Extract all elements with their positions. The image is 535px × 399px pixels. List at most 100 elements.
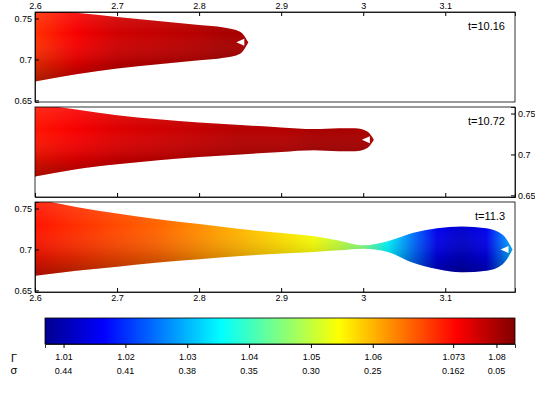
filament-shading	[35, 12, 248, 82]
x-tick-label: 2.7	[111, 1, 124, 11]
colorbar-tick-mark	[249, 344, 250, 348]
x-tick	[199, 193, 200, 197]
x-tick-mark	[117, 12, 118, 16]
x-axis-line	[36, 13, 516, 17]
sigma-tick-label: 0.44	[55, 366, 73, 376]
frame	[35, 202, 515, 292]
colorbar-bar	[45, 318, 515, 344]
y-tick-mark	[35, 249, 39, 250]
colorbar-tick-mark	[187, 344, 188, 348]
tip-marker	[236, 39, 244, 46]
y-tick-mark	[35, 290, 39, 291]
x-tick-mark	[445, 288, 446, 292]
colorbar-tick-mark	[64, 344, 65, 348]
x-tick	[117, 193, 118, 197]
tip-marker	[362, 136, 370, 143]
colorbar-tick: 1.01	[55, 344, 73, 362]
x-axis	[36, 193, 516, 198]
x-tick	[35, 193, 36, 197]
x-tick: 2.8	[193, 288, 206, 303]
colorbar-tick: 1.05	[303, 344, 321, 362]
frame	[35, 107, 515, 197]
sigma-tick-label: 0.30	[302, 366, 320, 376]
sigma-tick-label: 0.162	[442, 366, 465, 376]
y-tick-mark	[35, 19, 39, 20]
sigma-label: σ	[11, 364, 18, 376]
sigma-tick-label: 0.38	[178, 366, 196, 376]
colorbar-tick: 1.02	[117, 344, 135, 362]
y-tick-label: 0.65	[14, 96, 32, 106]
sigma-tick-label: 0.05	[488, 366, 506, 376]
x-tick-label: 2.8	[193, 293, 206, 303]
colorbar-tick-mark	[496, 344, 497, 348]
x-axis-line	[36, 193, 516, 198]
x-tick-mark	[281, 288, 282, 292]
x-tick-label: 2.9	[275, 1, 288, 11]
colorbar-tick-mark	[453, 344, 454, 348]
y-axis: 0.650.70.75	[14, 203, 39, 296]
sigma-tick-label: 0.35	[240, 366, 258, 376]
y-tick-label: 0.7	[19, 55, 32, 65]
x-tick-label: 2.7	[111, 293, 124, 303]
panel-title: t=10.16	[468, 20, 505, 32]
x-axis: 2.62.72.82.933.1	[29, 288, 515, 303]
x-tick	[445, 193, 446, 197]
y-tick-mark	[511, 114, 515, 115]
colorbar-tick-label: 1.01	[55, 352, 73, 362]
x-tick-mark	[199, 288, 200, 292]
colorbar-label: Γ	[11, 352, 17, 364]
y-tick-label: 0.75	[14, 204, 32, 214]
y-tick-mark	[511, 154, 515, 155]
x-tick-mark	[363, 193, 364, 197]
x-tick: 2.8	[193, 1, 206, 16]
x-tick	[281, 193, 282, 197]
x-tick-label: 3.1	[439, 1, 452, 11]
panel-title: t=10.72	[468, 115, 505, 127]
colorbar-tick-mark	[311, 344, 312, 348]
y-tick-label: 0.75	[518, 109, 535, 119]
panel-title: t=11.3	[475, 210, 505, 222]
y-tick-mark	[35, 59, 39, 60]
y-axis: 0.65 0.7 0.75	[14, 13, 39, 106]
y-axis-line	[511, 108, 516, 198]
colorbar-tick: 1.06	[364, 344, 382, 362]
y-tick-mark	[35, 209, 39, 210]
x-tick-label: 3	[361, 1, 366, 11]
colorbar-tick: 1.08	[488, 344, 506, 362]
filament-shading	[35, 202, 513, 276]
y-axis: 0.65 0.7 0.75	[511, 108, 535, 201]
x-tick-mark	[117, 288, 118, 292]
y-tick-label: 0.7	[518, 150, 531, 160]
colorbar-axis: 1.011.021.031.041.051.061.0731.08	[46, 344, 516, 362]
y-tick: 0.75	[14, 14, 39, 24]
panel: 2.6 2.7 2.8 2.9 3 3.1 0.65 0.7 0.75 t=10.16	[14, 1, 515, 106]
x-tick: 2.7	[111, 1, 124, 16]
filament	[35, 107, 374, 177]
sigma-tick-label: 0.25	[364, 366, 382, 376]
x-tick-label: 3.1	[439, 293, 452, 303]
x-tick: 3	[361, 1, 366, 16]
colorbar-tick: 1.03	[179, 344, 197, 362]
y-tick: 0.7	[19, 245, 39, 255]
y-tick: 0.65	[511, 191, 535, 201]
plot-area	[35, 107, 374, 177]
colorbar-tick-label: 1.03	[179, 352, 197, 362]
y-tick-mark	[35, 100, 39, 101]
colorbar-axis-line	[46, 345, 516, 349]
colorbar: 1.011.021.031.041.051.061.0731.080.440.4…	[11, 318, 516, 376]
filament	[35, 12, 248, 82]
x-tick-mark	[281, 12, 282, 16]
x-tick-mark	[199, 12, 200, 16]
colorbar-tick-label: 1.06	[364, 352, 382, 362]
x-axis-line	[36, 288, 516, 293]
colorbar-tick-mark	[373, 344, 374, 348]
x-tick: 3	[361, 288, 366, 303]
x-tick-mark	[445, 12, 446, 16]
plot-area	[35, 202, 513, 276]
frame	[35, 12, 515, 102]
y-tick: 0.75	[511, 109, 535, 119]
x-tick: 2.7	[111, 288, 124, 303]
x-tick-label: 2.6	[29, 1, 42, 11]
figure: 2.62.72.82.933.10.650.70.75t=10.160.650.…	[0, 0, 535, 399]
x-tick: 3.1	[439, 288, 452, 303]
